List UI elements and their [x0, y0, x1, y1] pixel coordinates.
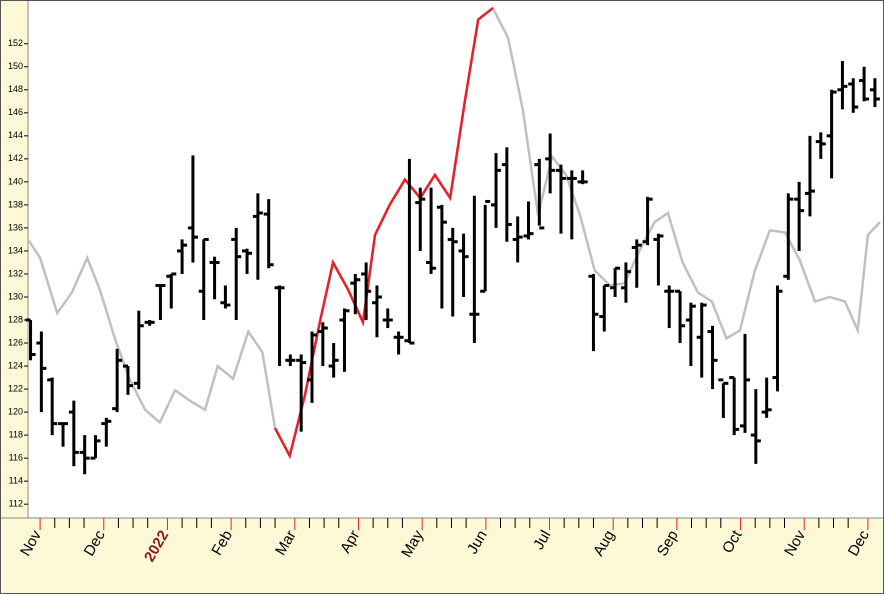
y-tick-label: 112	[9, 499, 23, 509]
y-tick-label: 142	[8, 153, 23, 163]
y-tick-label: 136	[8, 222, 23, 232]
x-axis-band	[0, 518, 884, 594]
y-tick-label: 122	[8, 383, 23, 393]
y-tick-label: 148	[8, 84, 23, 94]
y-tick-label: 150	[8, 61, 23, 71]
y-tick-label: 114	[9, 476, 23, 486]
y-tick-label: 118	[9, 429, 23, 439]
y-tick-label: 146	[8, 107, 23, 117]
y-tick-label: 138	[8, 199, 23, 209]
y-tick-label: 152	[8, 38, 23, 48]
y-tick-label: 132	[8, 268, 23, 278]
y-tick-label: 134	[8, 245, 23, 255]
y-tick-label: 126	[8, 337, 23, 347]
y-axis-band	[0, 0, 28, 518]
y-tick-label: 124	[8, 360, 23, 370]
overlay-line	[273, 7, 494, 460]
y-tick-label: 140	[8, 176, 23, 186]
y-tick-label: 116	[9, 453, 23, 463]
y-tick-label: 130	[8, 291, 23, 301]
y-tick-label: 144	[8, 130, 23, 140]
y-tick-label: 128	[8, 314, 23, 324]
y-tick-label: 120	[8, 406, 23, 416]
